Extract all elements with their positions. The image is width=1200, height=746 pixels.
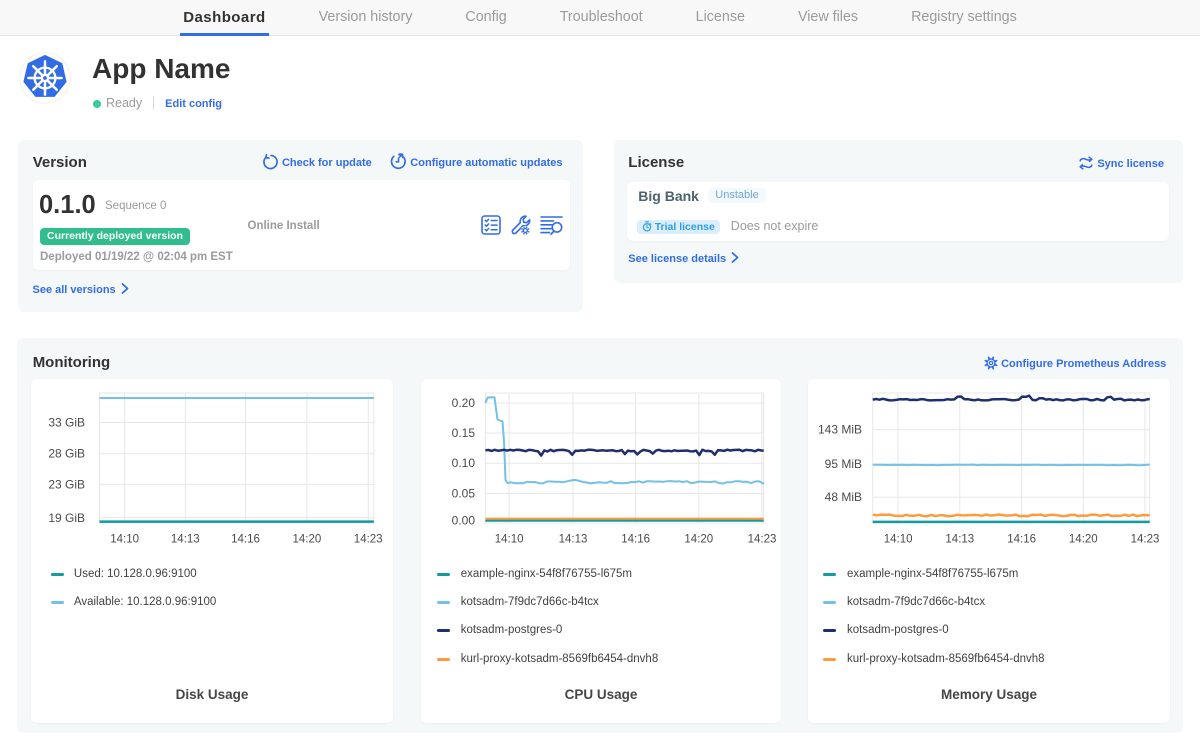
svg-text:95 MiB: 95 MiB (825, 457, 862, 471)
svg-text:14:20: 14:20 (1069, 534, 1098, 546)
svg-text:23 GiB: 23 GiB (48, 477, 85, 491)
svg-text:0.20: 0.20 (452, 396, 476, 410)
svg-text:14:20: 14:20 (684, 534, 713, 546)
svg-text:14:13: 14:13 (559, 534, 588, 546)
svg-text:33 GiB: 33 GiB (48, 416, 85, 430)
svg-text:14:10: 14:10 (110, 534, 139, 546)
svg-text:14:23: 14:23 (1131, 534, 1160, 546)
svg-text:0.10: 0.10 (452, 456, 476, 470)
svg-text:14:16: 14:16 (621, 534, 650, 546)
svg-text:19 GiB: 19 GiB (48, 511, 85, 525)
svg-text:28 GiB: 28 GiB (48, 447, 85, 461)
svg-text:14:13: 14:13 (945, 534, 974, 546)
svg-text:14:10: 14:10 (884, 534, 913, 546)
svg-text:0.15: 0.15 (452, 426, 476, 440)
svg-text:14:10: 14:10 (495, 534, 524, 546)
svg-text:0.00: 0.00 (452, 513, 476, 527)
svg-text:14:13: 14:13 (171, 534, 200, 546)
svg-text:143 MiB: 143 MiB (818, 423, 862, 437)
svg-text:14:23: 14:23 (748, 534, 777, 546)
svg-text:48 MiB: 48 MiB (825, 490, 862, 504)
svg-text:14:16: 14:16 (231, 534, 260, 546)
svg-text:14:23: 14:23 (354, 534, 383, 546)
svg-text:14:20: 14:20 (293, 534, 322, 546)
svg-text:14:16: 14:16 (1007, 534, 1036, 546)
svg-text:0.05: 0.05 (452, 487, 476, 501)
